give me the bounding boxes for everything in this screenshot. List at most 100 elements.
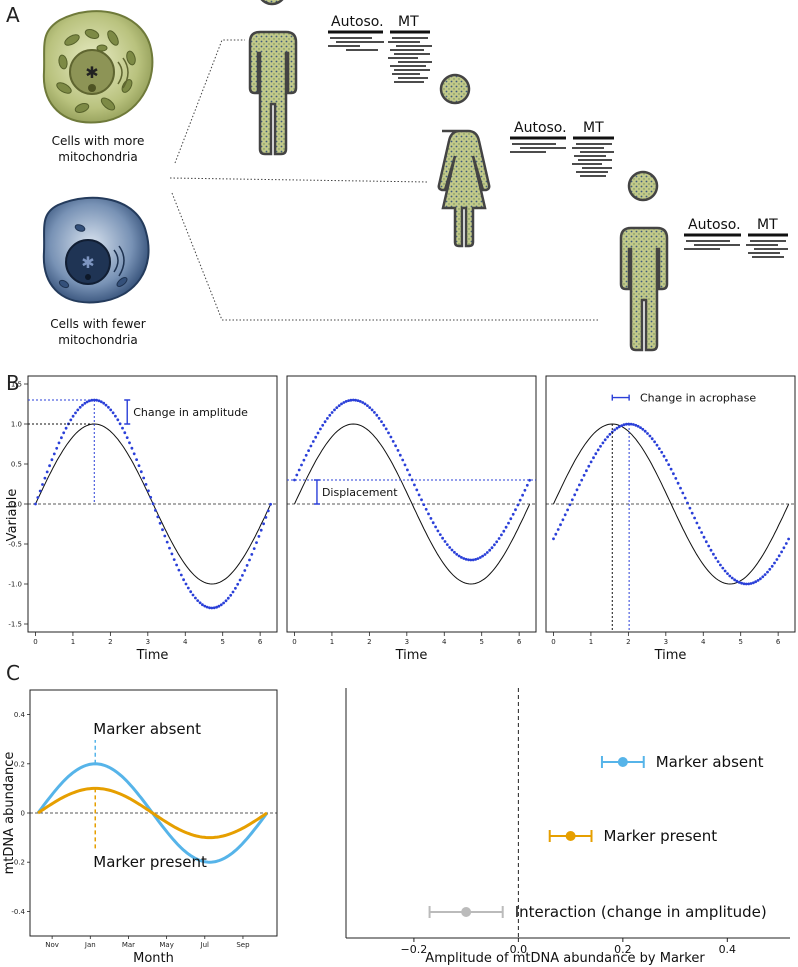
modified-point [137,464,141,467]
modified-point [349,398,353,402]
modified-point [380,420,383,423]
modified-point [596,448,600,452]
modified-point [85,400,89,404]
modified-point [460,556,463,559]
modified-point [782,546,786,550]
modified-point [716,560,720,563]
modified-point [158,521,162,525]
autoso-label: Autoso. [688,217,741,233]
modified-point [768,567,772,571]
modified-point [478,556,482,559]
modified-point [321,423,325,427]
reference-curve [294,423,531,585]
modified-point [97,399,101,403]
modified-point [243,569,247,572]
modified-point [552,537,555,541]
x-tick-label: 1 [589,638,593,646]
modified-point [754,580,758,584]
modified-point [674,477,678,480]
modified-point [60,436,63,440]
modified-point [488,548,492,552]
modified-point [121,426,124,430]
modified-point [78,405,82,409]
modified-point [639,426,642,429]
modified-point [351,398,355,402]
y-tick-label: -0.5 [8,541,22,549]
modified-point [636,424,640,428]
x-tick-label: 3 [664,638,668,646]
panel-a-letter: A [6,3,20,27]
modified-point [300,463,303,467]
modified-point [471,558,475,562]
modified-point [175,563,179,567]
modified-point [41,483,44,486]
modified-point [436,529,440,533]
modified-point [429,517,433,520]
modified-point [585,469,588,473]
modified-point [615,426,619,430]
modified-point [563,513,567,517]
modified-point [358,400,362,403]
modified-point [257,535,261,538]
modified-point [681,491,685,495]
modified-point [179,573,183,577]
connector-lines [169,39,598,321]
modified-point [62,431,66,435]
modified-point [495,540,499,544]
person-icon [437,73,491,248]
modified-point [191,593,195,597]
modified-point [125,436,129,439]
modified-point [104,403,108,407]
modified-point [95,398,98,402]
x-tick-label: 4 [701,638,706,646]
x-tick-label: 6 [517,638,522,646]
point-estimate [565,831,576,841]
modified-point [366,404,369,407]
plot-b1: 0 1 2 3 4 5 6 1.5 1.0 0.5 0.0 -0.5 -1.0 -1.5 Time Chang… [8,375,278,663]
modified-point [759,577,762,581]
modified-point [434,525,437,529]
modified-point [441,536,444,540]
modified-point [592,456,595,460]
modified-point [704,540,708,544]
modified-point [775,558,779,561]
modified-point [394,444,397,448]
modified-point [643,429,647,433]
modified-point [464,557,468,561]
modified-point [347,399,350,402]
modified-point [695,521,699,525]
modified-point [474,558,477,561]
modified-point [566,508,569,512]
modified-point [733,578,736,582]
modified-point [333,408,336,412]
modified-point [234,586,237,590]
modified-point [215,605,219,609]
modified-point [403,463,407,467]
cell-fewer-label-line2: mitochondria [58,333,137,347]
x-tick-label: 5 [738,638,742,646]
modified-point [182,578,186,582]
modified-point [344,400,348,403]
modified-point [43,476,47,480]
modified-point [787,537,790,541]
svg-text:✱: ✱ [85,63,98,82]
x-tick-label: 4 [442,638,447,646]
modified-point [144,483,148,486]
modified-point [730,576,734,580]
plot-c-right: −0.2 0.0 0.2 0.4 Marker absent Marker present… [345,688,790,966]
panel-a: A ✱ Cells with more mitochondria [6,0,788,352]
modified-point [469,558,473,562]
modified-point [594,452,598,456]
modified-point [161,528,164,532]
modified-point [50,458,54,462]
modified-point [493,543,496,547]
modified-point [172,558,176,561]
modified-point [700,531,703,534]
modified-point [617,425,621,429]
modified-point [398,453,402,457]
modified-point [657,447,661,450]
modified-point [573,493,577,497]
modified-point [620,424,624,427]
x-tick-label: 5 [220,638,224,646]
modified-point [669,467,673,471]
